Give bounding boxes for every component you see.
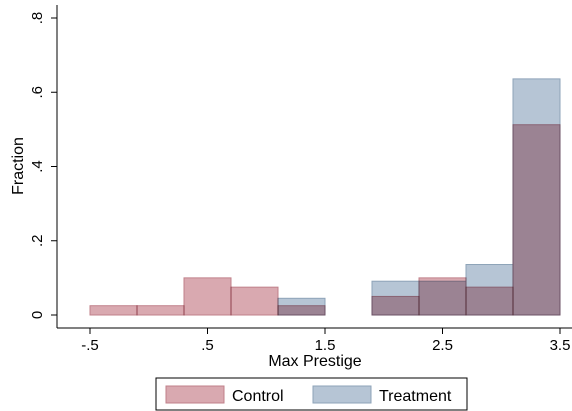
x-tick-label: 2.5 (432, 337, 453, 354)
bar (183, 277, 232, 316)
bar (371, 295, 420, 316)
y-axis-title: Fraction (10, 137, 27, 195)
legend-label: Control (232, 388, 284, 405)
x-tick-label: 1.5 (315, 337, 336, 354)
legend-items: Control Treatment (165, 385, 452, 405)
bar (277, 305, 326, 316)
legend-label: Treatment (379, 388, 452, 405)
legend-swatch (312, 385, 372, 404)
legend-swatch (165, 385, 225, 404)
bar (418, 277, 467, 316)
bar (89, 305, 138, 316)
bar (230, 286, 279, 316)
y-tick-label: .8 (29, 12, 46, 25)
y-tick-label: .2 (29, 234, 46, 247)
bar (136, 305, 185, 316)
x-axis-title: Max Prestige (268, 353, 361, 370)
bars (89, 78, 561, 316)
bar (465, 286, 514, 316)
y-tick-label: 0 (29, 311, 46, 319)
bar (512, 124, 561, 316)
x-tick-label: .5 (201, 337, 214, 354)
x-tick-label: -.5 (81, 337, 99, 354)
y-tick-label: .4 (29, 160, 46, 173)
y-tick-label: .6 (29, 86, 46, 99)
x-tick-label: 3.5 (550, 337, 571, 354)
